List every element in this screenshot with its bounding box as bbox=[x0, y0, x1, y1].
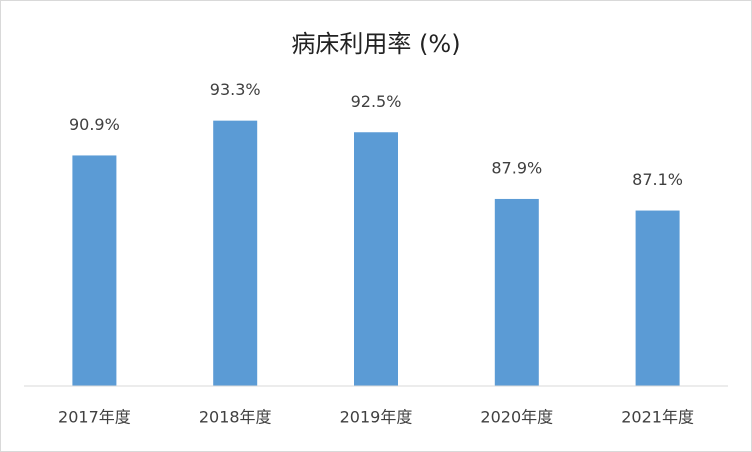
x-tick-label: 2019年度 bbox=[340, 408, 413, 427]
x-tick-label: 2018年度 bbox=[199, 408, 272, 427]
x-tick-label: 2020年度 bbox=[480, 408, 553, 427]
data-label: 87.1% bbox=[632, 170, 683, 189]
data-label: 92.5% bbox=[351, 92, 402, 111]
chart-title: 病床利用率 (%) bbox=[291, 30, 460, 58]
data-label: 87.9% bbox=[491, 158, 542, 177]
x-tick-label: 2017年度 bbox=[58, 408, 131, 427]
bar bbox=[72, 155, 117, 386]
x-tick-label: 2021年度 bbox=[621, 408, 694, 427]
bar bbox=[635, 210, 680, 386]
bar bbox=[354, 132, 398, 386]
data-label: 93.3% bbox=[210, 80, 261, 99]
bar bbox=[494, 198, 539, 386]
bar bbox=[213, 120, 258, 387]
data-label: 90.9% bbox=[69, 115, 120, 134]
